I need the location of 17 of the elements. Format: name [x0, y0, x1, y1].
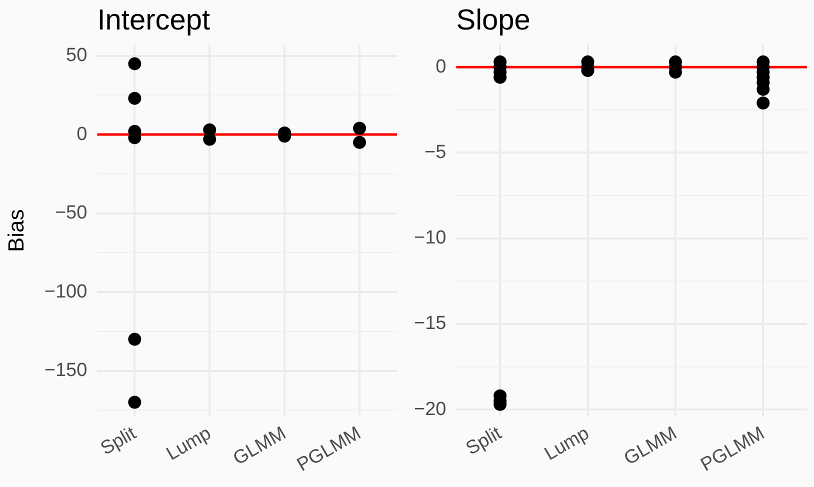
x-tick-label: Lump [541, 422, 593, 465]
y-tick-label: −15 [414, 313, 446, 334]
y-tick-label: 0 [436, 56, 446, 78]
chart-title: Slope [456, 4, 530, 36]
y-axis-title: Bias [3, 209, 28, 252]
y-tick-label: −20 [414, 398, 446, 420]
x-tick-label: Lump [163, 422, 215, 465]
y-tick-label: −150 [44, 360, 88, 381]
y-tick-label: −10 [414, 228, 446, 249]
x-tick-label: Split [462, 422, 506, 460]
y-tick-label: −5 [424, 142, 446, 163]
y-tick-label: 0 [76, 124, 88, 145]
chart-title: Intercept [97, 4, 210, 36]
y-tick-label: −100 [44, 281, 88, 302]
x-tick-label: Split [97, 422, 140, 460]
y-tick-label: 50 [66, 45, 88, 66]
y-tick-label: −50 [54, 202, 88, 224]
